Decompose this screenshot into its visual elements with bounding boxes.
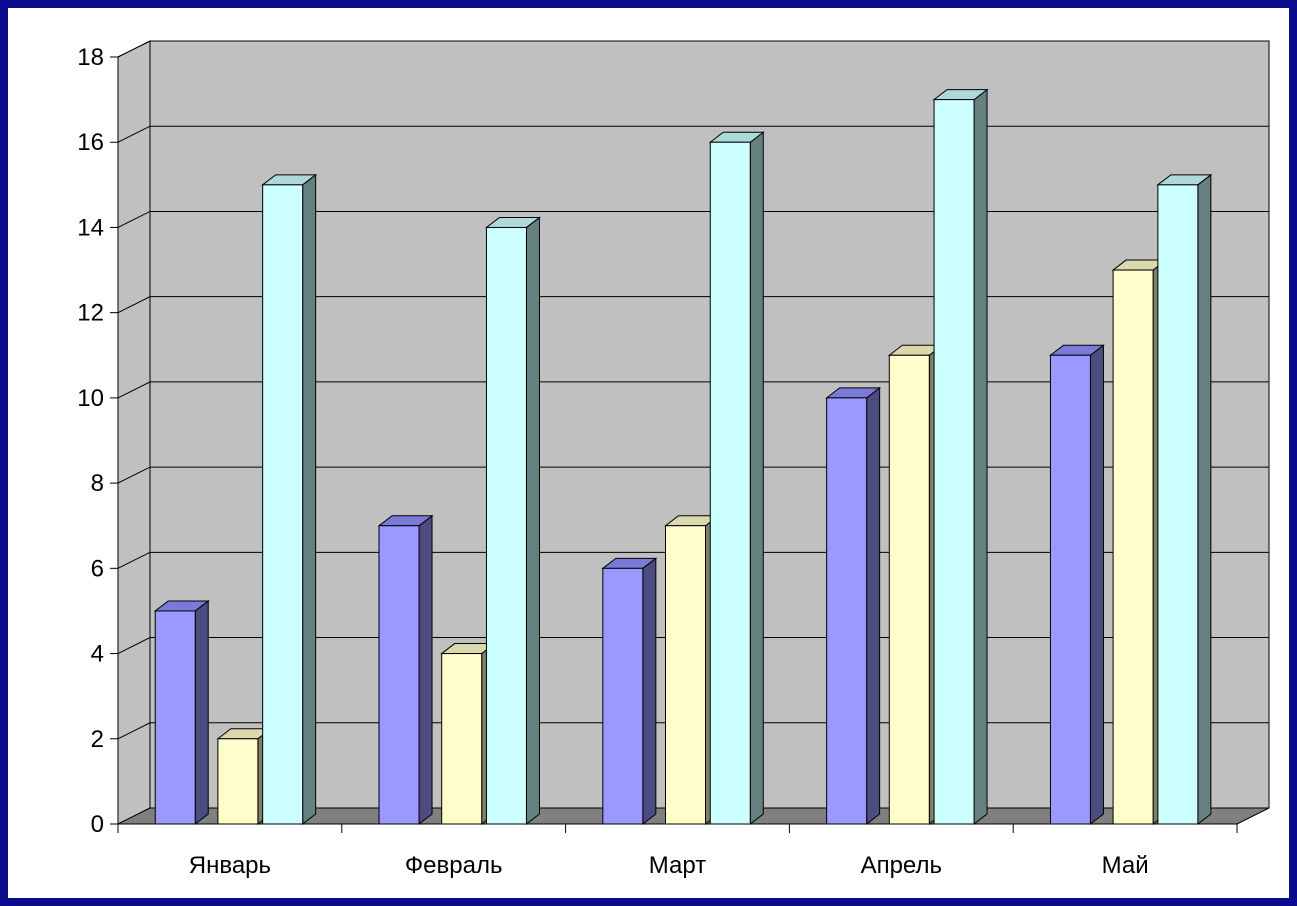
- y-tick-label: 12: [77, 300, 104, 327]
- y-tick-label: 4: [91, 641, 104, 668]
- x-tick-label: Апрель: [861, 852, 942, 879]
- bar: [261, 173, 318, 826]
- y-tick-label: 0: [91, 811, 104, 838]
- bar-front: [1049, 354, 1091, 825]
- side-wall: [117, 40, 151, 825]
- y-tick-label: 16: [77, 129, 104, 156]
- bar: [932, 88, 989, 826]
- gridline: [117, 40, 1269, 58]
- bar: [377, 514, 434, 826]
- bar-side: [194, 599, 209, 826]
- bar-front: [485, 226, 527, 825]
- bar-front: [602, 567, 644, 825]
- bar-side: [302, 173, 317, 826]
- bar-side: [642, 557, 657, 826]
- bar: [1156, 173, 1213, 826]
- bar-side: [749, 131, 764, 826]
- y-tick-label: 2: [91, 726, 104, 753]
- axis-labels: 0 2 4 6 8 10 12 14 16 18 Январь Февраль Март Апрель Ма…: [77, 44, 1148, 879]
- bar-front: [665, 525, 706, 825]
- bar: [825, 386, 882, 826]
- bar: [484, 216, 541, 826]
- bar-side: [1197, 173, 1212, 826]
- bar-front: [378, 525, 420, 825]
- bar-front: [826, 397, 868, 825]
- y-tick-label: 8: [91, 470, 104, 497]
- y-tick-label: 10: [77, 385, 104, 412]
- y-tick-label: 14: [77, 214, 104, 241]
- bar-front: [154, 610, 196, 825]
- gridline: [117, 296, 1269, 314]
- bar-side: [1089, 344, 1104, 826]
- bar-front: [1112, 269, 1154, 825]
- gridline: [117, 210, 1269, 228]
- bar-front: [441, 653, 483, 825]
- bar-front: [262, 184, 304, 825]
- bars: [153, 88, 1213, 826]
- bar-side: [866, 386, 881, 826]
- x-tick-label: Май: [1102, 852, 1149, 879]
- bar-front: [933, 99, 975, 825]
- bar-front: [888, 354, 930, 825]
- bar-front: [709, 141, 751, 825]
- bar-front: [1157, 184, 1199, 825]
- bar: [601, 557, 658, 826]
- x-tick-label: Январь: [189, 852, 271, 879]
- bar-side: [418, 514, 433, 826]
- bar-side: [973, 88, 988, 826]
- bar-side: [525, 216, 540, 826]
- x-tick-label: Март: [649, 852, 706, 879]
- bar-chart: 0 2 4 6 8 10 12 14 16 18 Январь Февраль Март Апрель Ма…: [77, 40, 1270, 879]
- y-tick-label: 6: [91, 555, 104, 582]
- bar-front: [217, 738, 259, 825]
- bar: [708, 131, 765, 826]
- y-tick-label: 18: [77, 44, 104, 71]
- x-tick-label: Февраль: [405, 852, 503, 879]
- bar: [1048, 344, 1105, 826]
- gridline: [117, 125, 1269, 143]
- bar: [153, 599, 210, 826]
